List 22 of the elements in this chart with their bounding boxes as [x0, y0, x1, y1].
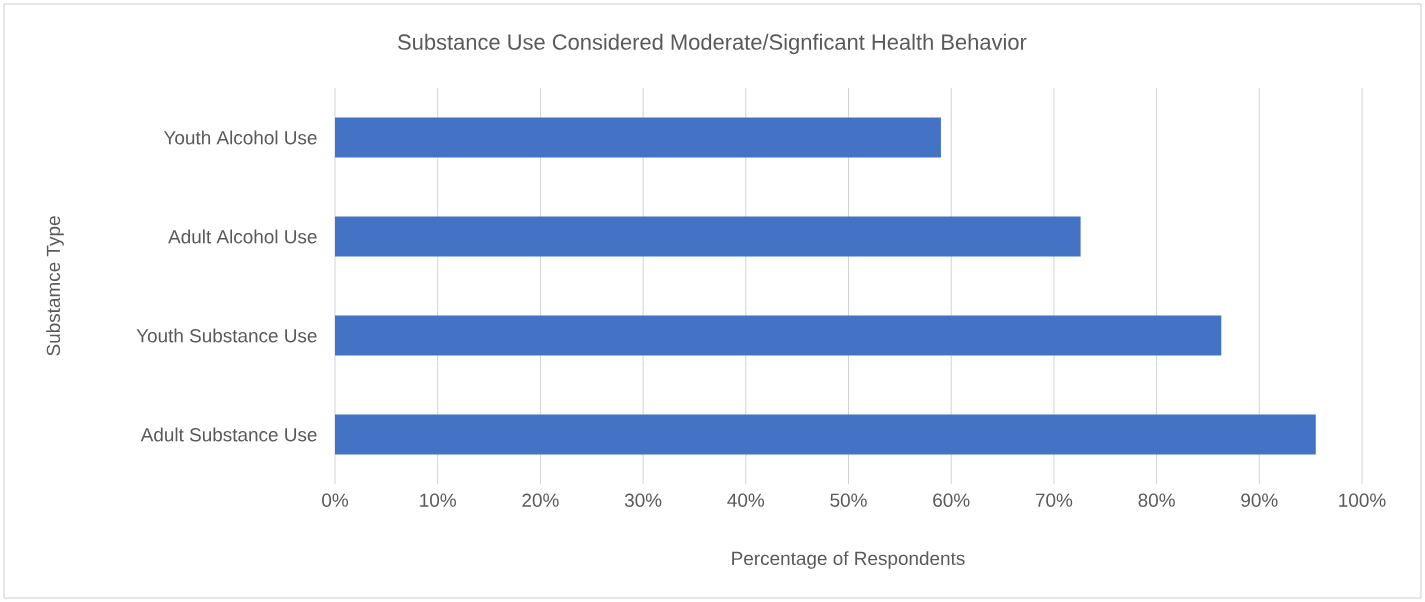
- x-tick-label: 60%: [933, 493, 970, 507]
- x-tick-label: 0%: [322, 493, 349, 507]
- bar: [335, 414, 1316, 455]
- x-tick-label: 70%: [1035, 493, 1073, 507]
- y-tick-label: Adult Alcohol Use: [168, 229, 317, 244]
- x-tick-label: 80%: [1138, 493, 1175, 507]
- y-tick-label: Youth Substance Use: [136, 328, 317, 343]
- bar: [335, 216, 1081, 257]
- y-axis-title: Substamce Type: [46, 216, 64, 356]
- bar: [335, 315, 1222, 356]
- x-tick-label: 20%: [522, 493, 559, 507]
- bar: [335, 117, 941, 158]
- x-tick-label: 40%: [727, 493, 765, 507]
- x-tick-label: 100%: [1339, 493, 1386, 507]
- x-tick-label: 90%: [1241, 493, 1278, 507]
- y-tick-label: Adult Substance Use: [140, 427, 317, 442]
- x-tick-label: 10%: [420, 493, 456, 507]
- x-tick-label: 50%: [830, 493, 867, 507]
- chart-title: Substance Use Considered Moderate/Signficant Health Behavior: [398, 33, 1027, 55]
- x-tick-label: 30%: [624, 493, 662, 507]
- x-axis-title: Percentage of Respondents: [732, 551, 965, 569]
- y-tick-label: Youth Alcohol Use: [163, 130, 317, 145]
